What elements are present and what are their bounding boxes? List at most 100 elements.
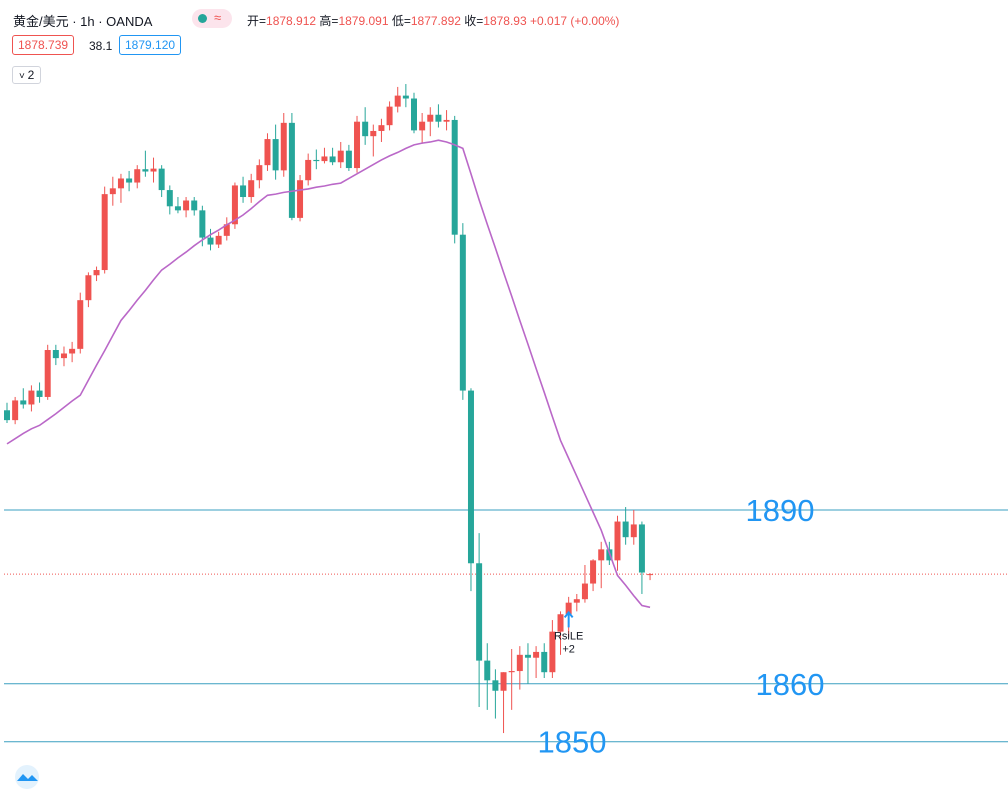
candle-body — [638, 524, 645, 573]
ask[interactable]: 1879.120 — [119, 35, 182, 55]
candle-body — [435, 114, 442, 122]
candle-body — [581, 583, 588, 600]
candle-body — [508, 671, 515, 673]
candle-body — [264, 139, 271, 166]
candle-body — [191, 200, 198, 211]
candle-body — [541, 651, 548, 673]
candle-body — [12, 400, 19, 421]
ohlc-value: 1877.892 — [410, 14, 461, 28]
candle-body — [549, 631, 556, 673]
status-badge[interactable]: ≈ — [192, 9, 232, 28]
candle-body — [134, 169, 141, 183]
candle-body — [476, 563, 483, 661]
candle-body — [443, 119, 450, 122]
bid[interactable]: 1878.739 — [12, 35, 75, 55]
candle-body — [573, 599, 580, 603]
candle-body — [20, 400, 27, 405]
candle-body — [150, 168, 157, 172]
candle-body — [337, 150, 344, 163]
candle-body — [240, 185, 247, 198]
candle-body — [533, 651, 540, 658]
candle-body — [630, 524, 637, 538]
logo — [15, 765, 39, 789]
candle-body — [28, 390, 35, 405]
level-label: 1890 — [746, 493, 815, 528]
candle-body — [288, 122, 295, 218]
symbol: 黄金/美元 · 1h · OANDA — [13, 14, 153, 29]
candle-body — [362, 121, 369, 137]
candle-body — [44, 350, 51, 397]
candle-body — [614, 521, 621, 561]
candle-body — [467, 390, 474, 564]
candle-body — [557, 614, 564, 632]
ohlc-value: 1879.091 — [338, 14, 389, 28]
candle-body — [378, 125, 385, 131]
candle-body — [459, 234, 466, 391]
candle-body — [223, 224, 230, 236]
signal-arrow — [563, 610, 574, 628]
moving-average — [6, 139, 651, 609]
candle-body — [622, 521, 629, 538]
candle-body — [313, 159, 320, 162]
candle-body — [256, 165, 263, 181]
candle-body — [183, 200, 190, 211]
candle-body — [93, 270, 100, 276]
ohlc-label: 低= — [391, 14, 411, 28]
indicator-toggle[interactable]: ˅ 2 — [12, 66, 42, 84]
candle-body — [329, 156, 336, 163]
candle-body — [370, 130, 377, 137]
candle-body — [297, 180, 304, 218]
candle-body — [231, 185, 238, 225]
candle-body — [451, 119, 458, 235]
candle-body — [4, 410, 10, 421]
candle-body — [142, 169, 149, 172]
ohlc-label: 高= — [319, 14, 339, 28]
signal-sub: +2 — [562, 643, 575, 655]
candle-body — [215, 235, 222, 245]
candle-body — [492, 680, 499, 691]
level-label: 1860 — [756, 667, 825, 702]
candle-body — [598, 549, 605, 561]
ohlc-value: 1878.912 — [266, 14, 317, 28]
ohlc: 开=1878.912 高=1879.091 低=1877.892 收=1878.… — [247, 12, 619, 29]
candle-body — [117, 178, 124, 189]
ohlc-label: 收= — [464, 14, 484, 28]
candle-body — [484, 660, 491, 681]
candle-body — [36, 390, 43, 397]
candle-body — [394, 95, 401, 107]
candle-body — [524, 654, 531, 658]
candle-body — [516, 654, 523, 672]
ohlc-value: 1878.93 — [483, 14, 527, 28]
candle-body — [419, 121, 426, 131]
candle-body — [158, 168, 165, 191]
candle-body — [427, 114, 434, 122]
candle-body — [411, 98, 417, 131]
spread: 38.1 — [89, 39, 113, 53]
candle-body — [207, 237, 214, 245]
candle-body — [565, 602, 572, 615]
candle-body — [126, 178, 133, 183]
candle-body — [280, 122, 287, 171]
candle-body — [647, 574, 654, 576]
candle-body — [305, 159, 312, 181]
change: +0.017 (+0.00%) — [530, 14, 620, 28]
candle-body — [386, 106, 393, 126]
candle-body — [85, 275, 92, 301]
indicator-count: 2 — [27, 68, 35, 82]
candle-body — [69, 348, 76, 354]
candle-body — [272, 139, 279, 171]
candle-body — [321, 156, 328, 162]
candle-body — [590, 560, 597, 584]
level-label: 1850 — [538, 725, 607, 760]
candle-body — [354, 121, 361, 169]
candle-body — [101, 194, 108, 271]
ohlc-label: 开= — [247, 14, 267, 28]
candle-body — [77, 300, 84, 349]
candle-body — [166, 190, 173, 207]
candle-body — [402, 95, 409, 99]
candle-body — [109, 188, 116, 195]
candle-body — [52, 350, 59, 359]
candle-body — [174, 206, 181, 211]
candle-body — [60, 353, 67, 359]
